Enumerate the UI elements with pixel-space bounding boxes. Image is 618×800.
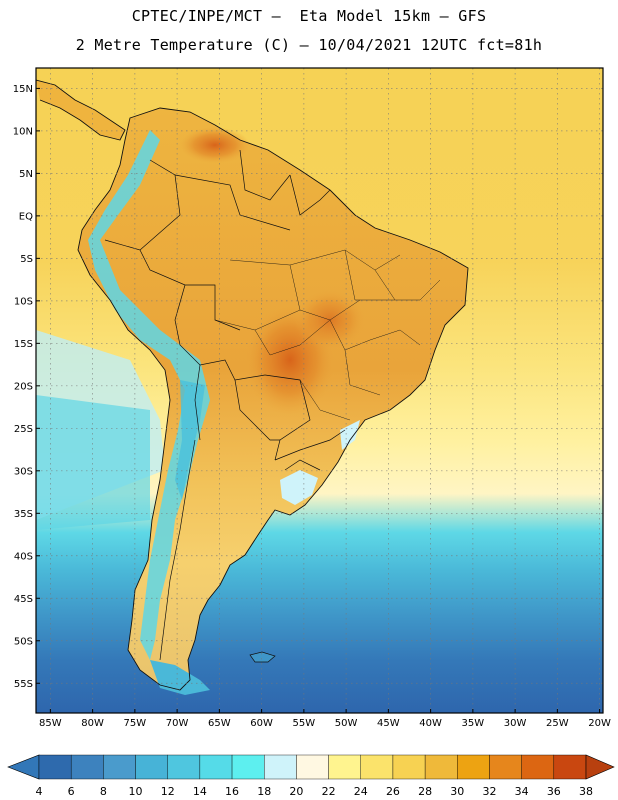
lat-label: 55S <box>14 679 33 690</box>
lat-label: 5S <box>20 254 33 265</box>
colorbar-tick-label: 28 <box>418 785 432 798</box>
lon-label: 45W <box>377 718 400 729</box>
colorbar-tick-label: 30 <box>450 785 464 798</box>
lon-label: 30W <box>504 718 527 729</box>
colorbar-low-arrow <box>7 754 40 780</box>
colorbar-tick-label: 6 <box>68 785 75 798</box>
lat-label: 40S <box>14 551 33 562</box>
colorbar-tick-label: 26 <box>386 785 400 798</box>
lon-label: 40W <box>419 718 442 729</box>
colorbar-tick-label: 38 <box>579 785 593 798</box>
lon-label: 25W <box>546 718 569 729</box>
lon-label: 55W <box>293 718 316 729</box>
colorbar-tick-label: 22 <box>322 785 336 798</box>
lat-label: 5N <box>19 169 33 180</box>
colorbar-swatch <box>135 754 168 780</box>
colorbar-swatch <box>231 754 265 780</box>
lat-label: 10N <box>13 126 33 137</box>
lat-label: 25S <box>14 424 33 435</box>
cool-patch-rio-de-la-plata <box>280 470 318 505</box>
colorbar-swatch <box>457 754 490 780</box>
colorbar-swatch <box>328 754 361 780</box>
colorbar-tick-label: 24 <box>354 785 368 798</box>
colorbar-tick-label: 14 <box>193 785 207 798</box>
colorbar-tick-label: 32 <box>482 785 496 798</box>
state-borders <box>214 249 441 421</box>
colorbar-tick-label: 10 <box>129 785 143 798</box>
lon-label: 85W <box>39 718 62 729</box>
lon-label: 80W <box>81 718 104 729</box>
colorbar-tick-label: 16 <box>225 785 239 798</box>
lon-label: 70W <box>166 718 189 729</box>
colorbar-tick-label: 18 <box>257 785 271 798</box>
lat-label: 20S <box>14 381 33 392</box>
lat-label: EQ <box>19 211 33 222</box>
colorbar-swatch <box>553 754 587 780</box>
lon-label: 75W <box>124 718 147 729</box>
colorbar-swatch <box>296 754 329 780</box>
colorbar-swatch <box>392 754 426 780</box>
map-title-line2: 2 Metre Temperature (C) – 10/04/2021 12U… <box>75 36 543 54</box>
colorbar-swatch <box>264 754 297 780</box>
country-borders <box>104 149 346 661</box>
lon-label: 50W <box>335 718 358 729</box>
colorbar-swatch <box>70 754 104 780</box>
lat-label: 15S <box>14 339 33 350</box>
colorbar-tick-label: 8 <box>100 785 107 798</box>
hot-spot-venezuela <box>180 127 250 163</box>
lat-label: 30S <box>14 466 33 477</box>
lon-label: 65W <box>208 718 231 729</box>
colorbar-tick-label: 20 <box>289 785 303 798</box>
central-america-land <box>36 80 125 140</box>
colorbar-swatch <box>424 754 458 780</box>
map-frame <box>35 67 604 714</box>
lat-label: 45S <box>14 594 33 605</box>
colorbar: 4 6 8 10 12 14 16 18 20 22 24 26 28 30 32 34 36 38 <box>7 754 615 798</box>
longitude-axis: 85W 80W 75W 70W 65W 60W 55W 50W 45W 40W 35W 30W 25W 2… <box>39 709 611 729</box>
lon-label: 35W <box>462 718 485 729</box>
lat-label: 50S <box>14 636 33 647</box>
colorbar-swatch <box>521 754 555 780</box>
colorbar-swatch <box>103 754 136 780</box>
latitude-axis: 15N 10N 5N EQ 5S 10S 15S 20S 25S 30S 35S 40S 45S 50S 5… <box>13 84 40 690</box>
lat-label: 15N <box>13 84 33 95</box>
falkland-islands <box>249 651 276 663</box>
lon-label: 20W <box>588 718 611 729</box>
colorbar-tick-label: 4 <box>36 785 43 798</box>
colorbar-swatch <box>360 754 394 780</box>
lat-label: 10S <box>14 296 33 307</box>
colorbar-swatch <box>199 754 233 780</box>
lat-label: 35S <box>14 509 33 520</box>
colorbar-tick-label: 34 <box>515 785 529 798</box>
colorbar-high-arrow <box>585 754 615 780</box>
map-title-line1: CPTEC/INPE/MCT – Eta Model 15km – GFS <box>131 7 487 25</box>
colorbar-swatch <box>38 754 72 780</box>
colorbar-swatch <box>489 754 522 780</box>
lon-label: 60W <box>250 718 273 729</box>
colorbar-tick-label: 36 <box>547 785 561 798</box>
coastline <box>77 107 469 691</box>
colorbar-tick-label: 12 <box>161 785 175 798</box>
colorbar-swatch <box>167 754 201 780</box>
